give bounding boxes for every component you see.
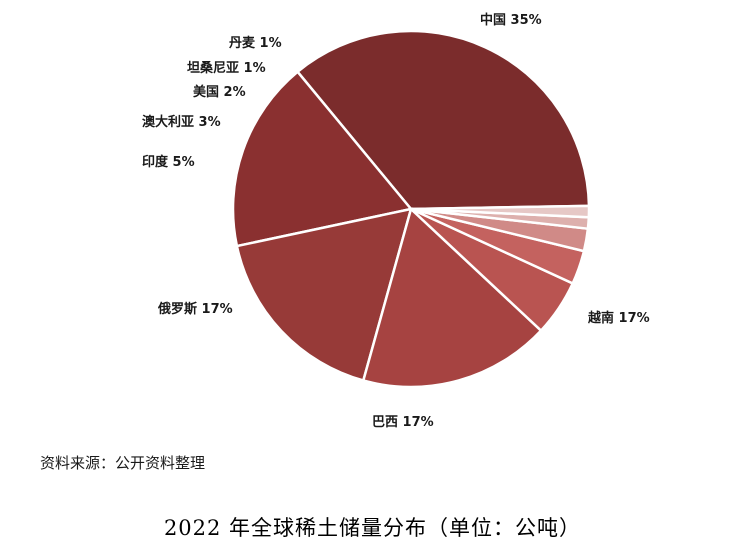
pie-slice-4 — [361, 206, 543, 389]
pie-slice-3 — [235, 207, 413, 383]
slice-label-1: 中国 35% — [480, 12, 542, 28]
pie-slice-2 — [231, 70, 414, 248]
slice-label-6: 澳大利亚 3% — [142, 114, 221, 130]
slice-label-7: 美国 2% — [193, 84, 246, 100]
slice-label-5: 印度 5% — [142, 154, 195, 170]
chart-caption: 2022 年全球稀土储量分布（单位：公吨） — [163, 516, 582, 540]
slice-label-2: 越南 17% — [587, 310, 650, 326]
pie-chart: 中国 35% 越南 17% 巴西 17% 俄罗斯 17% 印度 5% 澳大利亚 3% 美国 … — [142, 12, 650, 430]
source-note: 资料来源：公开资料整理 — [40, 454, 206, 472]
slice-label-9: 丹麦 1% — [229, 35, 282, 51]
pie-labels: 中国 35% 越南 17% 巴西 17% 俄罗斯 17% 印度 5% 澳大利亚 3% 美国 … — [142, 12, 650, 430]
slice-label-8: 坦桑尼亚 1% — [187, 60, 266, 76]
slice-label-4: 俄罗斯 17% — [157, 301, 233, 317]
pie-slice-9 — [410, 204, 591, 219]
pie-slice-1 — [295, 29, 591, 211]
slice-label-3: 巴西 17% — [372, 415, 434, 430]
pie-slices — [231, 29, 591, 389]
